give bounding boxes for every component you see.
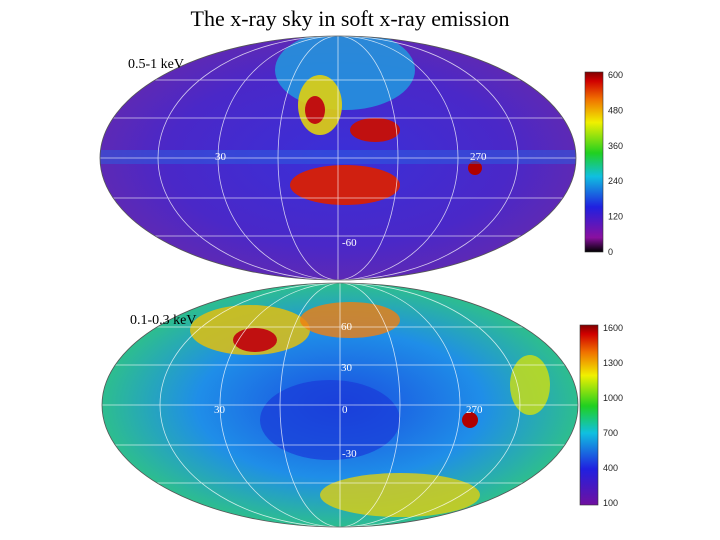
colorbar-tick-label: 100 [603,498,618,508]
sky-map [99,35,577,281]
colorbar-tick-label: 480 [608,105,623,115]
grid-label: 60 [341,321,353,333]
sky-map [101,282,579,528]
colorbar-ticks: 600 480 360 240 120 0 [608,70,623,257]
colorbar-ticks: 1600 1300 1000 700 400 100 [603,323,623,508]
grid-label: -30 [342,448,357,460]
grid-label: 30 [214,404,226,416]
grid-label: 270 [466,404,483,416]
colorbar-tick-label: 120 [608,212,623,222]
grid-label: 30 [341,362,353,374]
colorbar-tick-label: 600 [608,70,623,80]
colorbar-tick-label: 1000 [603,393,623,403]
grid-label: -60 [342,237,357,249]
energy-band-label: 0.1-0.3 keV [130,313,197,328]
colorbar [584,71,604,253]
colorbar-tick-label: 400 [603,463,618,473]
grid-label: 30 [215,151,227,163]
colorbar-tick-label: 700 [603,428,618,438]
slide-title: The x-ray sky in soft x-ray emission [191,6,510,31]
colorbar [579,324,599,506]
grid-label: 0 [342,404,348,416]
colorbar-tick-label: 240 [608,176,623,186]
colorbar-tick-label: 1300 [603,358,623,368]
colorbar-tick-label: 360 [608,141,623,151]
colorbar-tick-label: 1600 [603,323,623,333]
colorbar-tick-label: 0 [608,247,613,257]
energy-band-label: 0.5-1 keV [128,57,184,72]
grid-label: 270 [470,151,487,163]
